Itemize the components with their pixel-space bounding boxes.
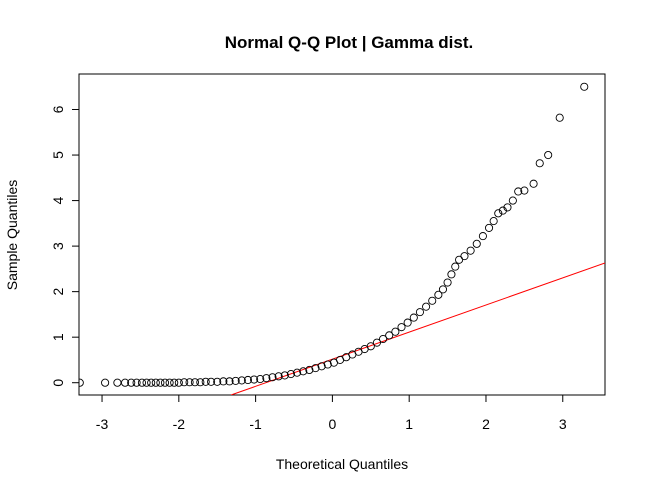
x-tick-label: -2 [173, 416, 186, 432]
data-point [256, 375, 265, 384]
x-axis: -3 -2 -1 0 1 2 3 [96, 394, 567, 432]
data-point [403, 318, 412, 327]
data-point [555, 113, 564, 122]
data-point [372, 338, 381, 347]
x-tick-label: 3 [559, 416, 567, 432]
data-point [160, 378, 170, 387]
data-point [529, 179, 538, 188]
y-tick-label: 4 [50, 196, 66, 204]
data-point [293, 368, 302, 377]
data-point [190, 378, 200, 387]
data-point [237, 376, 246, 385]
data-point [409, 313, 418, 322]
data-point [156, 378, 165, 387]
data-point [113, 378, 122, 387]
data-point [391, 327, 400, 336]
data-point [434, 290, 443, 299]
data-point [503, 203, 512, 212]
data-points [79, 82, 589, 387]
data-point [268, 373, 277, 382]
data-point [447, 270, 456, 279]
data-point [415, 308, 424, 317]
data-point [137, 378, 147, 387]
data-point [366, 342, 375, 351]
data-point [147, 378, 156, 387]
data-point [544, 150, 553, 160]
x-tick-label: 1 [405, 416, 413, 432]
data-point [79, 378, 84, 387]
data-point [170, 378, 179, 387]
data-point [489, 217, 498, 226]
data-point [280, 371, 289, 380]
data-point [428, 296, 437, 305]
x-axis-label: Theoretical Quantiles [276, 456, 408, 472]
x-tick-label: -3 [96, 416, 109, 432]
x-tick-label: 0 [329, 416, 337, 432]
data-point [262, 374, 271, 383]
data-point [317, 362, 326, 371]
plot-frame [78, 73, 606, 396]
data-point [514, 187, 523, 196]
chart-title: Normal Q-Q Plot | Gamma dist. [225, 33, 473, 52]
y-tick-label: 2 [50, 288, 66, 296]
data-point [132, 378, 141, 387]
data-point [174, 378, 183, 387]
data-point [580, 82, 589, 91]
data-point [196, 378, 205, 387]
data-point [127, 378, 136, 387]
data-point [165, 378, 174, 387]
data-point [305, 365, 314, 375]
y-tick-label: 0 [50, 379, 66, 387]
y-axis: 0 1 2 3 4 5 6 [50, 105, 80, 387]
y-tick-label: 1 [50, 333, 66, 341]
x-tick-label: -1 [249, 416, 262, 432]
data-point [243, 375, 252, 385]
data-point [397, 323, 406, 332]
data-point [494, 209, 503, 218]
data-point [466, 246, 475, 255]
y-axis-label: Sample Quantiles [4, 180, 20, 291]
data-point [422, 302, 431, 311]
data-point [142, 378, 151, 387]
data-point [213, 377, 222, 386]
data-point [250, 375, 259, 384]
data-point [274, 372, 283, 381]
data-point [478, 232, 487, 241]
data-point [443, 278, 452, 287]
data-point [225, 377, 234, 386]
data-point [535, 159, 544, 168]
data-point [219, 377, 228, 386]
data-point [379, 334, 388, 344]
y-tick-label: 6 [50, 105, 66, 113]
data-point [101, 378, 110, 387]
data-point [455, 255, 464, 264]
y-tick-label: 3 [50, 242, 66, 250]
data-point [311, 364, 320, 373]
data-point [438, 285, 448, 294]
data-point [231, 376, 240, 385]
data-point [451, 262, 460, 271]
data-point [508, 196, 517, 205]
data-point [201, 377, 210, 386]
data-point [472, 239, 481, 248]
data-point [299, 367, 308, 376]
data-point [323, 360, 332, 369]
data-point [385, 331, 394, 340]
data-point [286, 370, 295, 379]
data-point [151, 378, 160, 387]
data-point [185, 378, 194, 387]
data-point [520, 186, 529, 195]
data-point [180, 378, 189, 387]
x-tick-label: 2 [482, 416, 490, 432]
data-point [121, 378, 130, 387]
data-point [484, 223, 494, 232]
y-tick-label: 5 [50, 151, 66, 159]
data-point [460, 252, 469, 261]
data-point [207, 377, 216, 386]
